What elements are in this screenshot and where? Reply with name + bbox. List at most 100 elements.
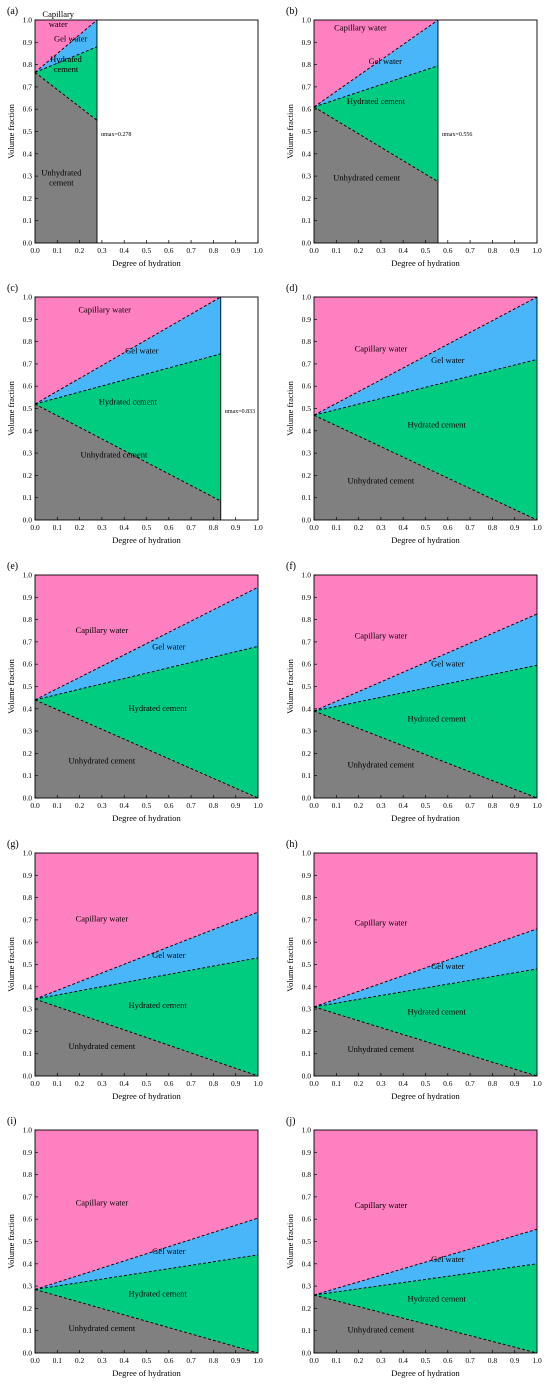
y-tick-label: 0.4 xyxy=(302,1259,312,1268)
boundary-unhydrated-top xyxy=(313,414,538,521)
y-tick-label: 0.2 xyxy=(302,749,312,758)
x-tick-label: 0.8 xyxy=(209,1356,219,1365)
y-axis-title: Volume fraction xyxy=(6,1213,16,1269)
x-tick-label: 0.3 xyxy=(97,1079,107,1088)
region-capillary-water xyxy=(35,1130,258,1290)
region-label-gel-water: Gel water xyxy=(152,1246,185,1256)
x-tick-label: 0.3 xyxy=(97,246,107,255)
boundary-hydrated-top xyxy=(313,968,538,1008)
x-tick-label: 0.6 xyxy=(164,1079,174,1088)
x-tick-label: 0.1 xyxy=(332,1356,342,1365)
y-tick-label: 0.7 xyxy=(23,637,33,646)
y-tick-label: 0.8 xyxy=(302,60,312,69)
region-label-unhydrated-cement: Unhydrated cement xyxy=(348,1325,415,1335)
x-tick-label: 0.4 xyxy=(399,246,409,255)
panel-label: (d) xyxy=(286,283,298,294)
x-tick-label: 0.3 xyxy=(376,246,386,255)
panel-label: (i) xyxy=(7,1116,16,1127)
x-tick-label: 0.7 xyxy=(465,246,475,255)
x-tick-label: 1.0 xyxy=(253,1079,263,1088)
region-gel-water xyxy=(35,1218,258,1290)
x-tick-label: 0.3 xyxy=(376,1356,386,1365)
panel-b: 0.00.0 0.1 0.1 0.2 0.2 0.3 0.3 0.4 0.4 0.5 0.5 0.6 0… xyxy=(285,6,542,268)
region-label-capillary-water: Capillary water xyxy=(76,914,129,924)
x-tick-label: 0.5 xyxy=(421,801,431,810)
region-label-hydrated-cement: Hydrated cement xyxy=(50,54,82,74)
x-tick-label: 1.0 xyxy=(532,1079,542,1088)
x-tick-label: 0.6 xyxy=(443,523,453,532)
region-label-gel-water: Gel water xyxy=(54,34,87,44)
y-tick-label: 0.3 xyxy=(23,172,33,181)
x-tick-label: 0.5 xyxy=(142,801,152,810)
x-tick-label: 0.5 xyxy=(421,246,431,255)
x-tick-label: 1.0 xyxy=(253,801,263,810)
x-axis-title: Degree of hydration xyxy=(112,1368,181,1378)
x-tick-label: 0.1 xyxy=(332,1079,342,1088)
region-unhydrated-cement xyxy=(35,404,221,520)
boundary-hydrated-top xyxy=(313,664,538,712)
x-tick-label: 0.2 xyxy=(75,246,85,255)
boundary-unhydrated-top xyxy=(313,106,439,183)
panel-g: 0.00.0 0.1 0.1 0.2 0.2 0.3 0.3 0.4 0.4 0.5 0.5 0.6 0… xyxy=(6,839,263,1101)
x-tick-label: 0.9 xyxy=(510,801,520,810)
x-tick-label: 0.7 xyxy=(186,1356,196,1365)
x-tick-label: 1.0 xyxy=(532,246,542,255)
y-tick-label: 0.6 xyxy=(23,382,33,391)
x-tick-label: 0.2 xyxy=(75,1356,85,1365)
x-tick-label: 0.0 xyxy=(309,1356,319,1365)
region-unhydrated-cement xyxy=(35,999,258,1076)
region-capillary-water xyxy=(314,575,537,712)
panel-c: 0.00.0 0.1 0.1 0.2 0.2 0.3 0.3 0.4 0.4 0.5 0.5 0.6 0… xyxy=(6,283,263,545)
x-tick-label: 0.5 xyxy=(142,246,152,255)
x-axis-title: Degree of hydration xyxy=(112,535,181,545)
y-tick-label: 1.0 xyxy=(23,293,33,302)
region-label-gel-water: Gel water xyxy=(369,56,402,66)
y-tick-label: 0.6 xyxy=(23,1215,33,1224)
region-label-gel-water: Gel water xyxy=(152,950,185,960)
y-tick-label: 0.7 xyxy=(23,915,33,924)
boundary-hydrated-top xyxy=(34,46,98,73)
x-tick-label: 0.1 xyxy=(332,523,342,532)
region-capillary-water xyxy=(35,575,258,700)
x-tick-label: 0.4 xyxy=(399,1079,409,1088)
y-tick-label: 0.1 xyxy=(23,771,33,780)
region-label-capillary-water: Capillary water xyxy=(78,305,131,315)
y-tick-label: 0.0 xyxy=(302,239,312,248)
region-label-hydrated-cement: Hydrated cement xyxy=(129,1000,188,1010)
region-label-hydrated-cement: Hydrated cement xyxy=(408,419,467,429)
x-tick-label: 0.1 xyxy=(53,246,63,255)
x-tick-label: 1.0 xyxy=(532,523,542,532)
panel-label: (j) xyxy=(286,1116,295,1127)
y-tick-label: 0.3 xyxy=(302,727,312,736)
x-tick-label: 0.8 xyxy=(488,801,498,810)
y-tick-label: 1.0 xyxy=(23,849,33,858)
x-tick-label: 0.7 xyxy=(465,801,475,810)
y-tick-label: 0.8 xyxy=(302,893,312,902)
region-label-hydrated-cement: Hydrated cement xyxy=(408,1007,467,1017)
y-tick-label: 0.4 xyxy=(23,149,33,158)
region-hydrated-cement xyxy=(35,1254,258,1353)
region-capillary-water xyxy=(314,1130,537,1296)
alpha-max-label: αmax=0.556 xyxy=(442,132,472,138)
x-tick-label: 0.8 xyxy=(209,246,219,255)
y-tick-label: 0.4 xyxy=(23,982,33,991)
y-tick-label: 0.7 xyxy=(302,359,312,368)
y-tick-label: 0.3 xyxy=(302,1005,312,1014)
x-tick-label: 0.8 xyxy=(488,246,498,255)
y-axis-title: Volume fraction xyxy=(285,380,295,436)
x-tick-label: 0.5 xyxy=(142,1356,152,1365)
region-label-unhydrated-cement: Unhydrated cement xyxy=(41,168,82,188)
y-tick-label: 0.1 xyxy=(302,771,312,780)
region-label-unhydrated-cement: Unhydrated cement xyxy=(333,173,400,183)
x-tick-label: 0.3 xyxy=(97,1356,107,1365)
y-tick-label: 0.2 xyxy=(23,1027,33,1036)
x-tick-label: 0.0 xyxy=(30,1079,40,1088)
x-tick-label: 0.1 xyxy=(53,523,63,532)
panel-j: 0.00.0 0.1 0.1 0.2 0.2 0.3 0.3 0.4 0.4 0.5 0.5 0.6 0… xyxy=(285,1116,542,1378)
y-tick-label: 0.7 xyxy=(302,915,312,924)
y-tick-label: 1.0 xyxy=(302,849,312,858)
x-axis-title: Degree of hydration xyxy=(391,813,460,823)
y-tick-label: 0.1 xyxy=(302,1326,312,1335)
panel-label: (g) xyxy=(7,839,19,850)
region-label-hydrated-cement: Hydrated cement xyxy=(408,1294,467,1304)
